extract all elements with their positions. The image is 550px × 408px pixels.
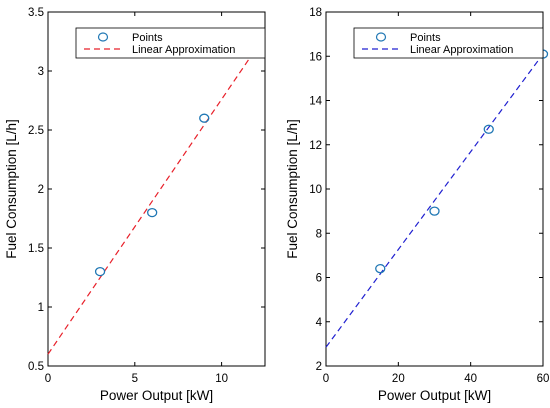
right-x-tick-label: 20 xyxy=(392,373,405,385)
right-data-point xyxy=(429,206,440,216)
left-y-tick-label: 3.5 xyxy=(28,7,44,19)
left-plot-frame xyxy=(47,11,266,367)
right-plot-frame xyxy=(325,11,544,367)
right-legend: Points Linear Approximation xyxy=(353,27,544,59)
left-y-tick-label: 1 xyxy=(38,302,44,314)
left-x-tick-label: 5 xyxy=(132,373,138,385)
left-y-tick-label: 2 xyxy=(38,184,44,196)
left-data-point xyxy=(199,113,210,123)
right-y-tick-label: 12 xyxy=(309,140,322,152)
left-legend-label-points: Points xyxy=(132,32,163,44)
left-legend-marker xyxy=(97,32,109,42)
right-legend-marker xyxy=(375,32,387,42)
left-x-tick-label: 10 xyxy=(215,373,228,385)
left-x-axis-title: Power Output [kW] xyxy=(100,388,213,403)
left-y-tick-label: 0.5 xyxy=(28,361,44,373)
right-y-tick-label: 8 xyxy=(316,228,322,240)
right-y-tick-label: 6 xyxy=(316,273,322,285)
left-y-tick-label: 3 xyxy=(38,66,44,78)
right-y-tick-label: 16 xyxy=(309,51,322,63)
left-legend-box xyxy=(75,27,266,59)
right-y-tick-label: 2 xyxy=(316,361,322,373)
right-data-point xyxy=(483,124,494,134)
right-y-axis-title: Fuel Consumption [L/h] xyxy=(285,119,300,259)
left-series xyxy=(47,35,266,355)
left-y-axis-title: Fuel Consumption [L/h] xyxy=(4,119,19,259)
left-chart: 0 5 10 0.5 1 1.5 2 2.5 3 3.5 Power Output [kW] Fu… xyxy=(4,7,266,403)
left-y-tick-label: 1.5 xyxy=(28,243,44,255)
left-data-point xyxy=(147,207,158,218)
left-ticks: 0 5 10 0.5 1 1.5 2 2.5 3 3.5 xyxy=(28,7,265,385)
right-legend-label-linear-approximation: Linear Approximation xyxy=(410,44,513,56)
right-y-tick-label: 14 xyxy=(309,96,322,108)
right-data-point xyxy=(375,263,386,274)
right-x-tick-label: 60 xyxy=(537,373,550,385)
left-linear-approximation-line xyxy=(47,35,266,355)
left-data-point xyxy=(94,266,106,277)
left-x-tick-label: 0 xyxy=(45,373,51,385)
right-linear-approximation-line xyxy=(325,53,544,348)
right-x-axis-title: Power Output [kW] xyxy=(378,388,491,403)
left-legend: Points Linear Approximation xyxy=(75,27,266,59)
right-ticks: 0 20 40 60 2 4 6 8 10 12 14 16 18 xyxy=(309,7,549,385)
right-y-tick-label: 10 xyxy=(309,184,322,196)
right-x-tick-label: 0 xyxy=(323,373,329,385)
right-legend-box xyxy=(353,27,544,59)
right-y-tick-label: 18 xyxy=(309,7,322,19)
left-y-tick-label: 2.5 xyxy=(28,125,44,137)
right-y-tick-label: 4 xyxy=(316,317,323,329)
right-legend-label-points: Points xyxy=(410,32,441,44)
right-x-tick-label: 40 xyxy=(464,373,477,385)
left-legend-label-linear-approximation: Linear Approximation xyxy=(132,44,235,56)
